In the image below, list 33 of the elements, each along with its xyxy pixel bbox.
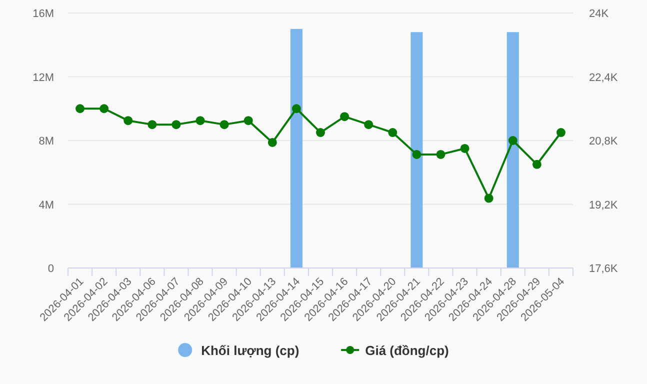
- y-tick-label: 4M: [38, 199, 54, 212]
- legend-label: Khối lượng (cp): [201, 343, 300, 358]
- point: [388, 128, 398, 138]
- point: [436, 150, 446, 159]
- point: [220, 120, 229, 130]
- point: [460, 144, 470, 153]
- point: [244, 116, 253, 126]
- y2-tick-label: 19,2K: [589, 199, 618, 212]
- point: [364, 120, 374, 130]
- y-tick-label: 0: [48, 263, 54, 275]
- point: [532, 160, 542, 169]
- point: [340, 112, 350, 122]
- point: [316, 128, 325, 138]
- legend-label: Giá (đồng/cp): [365, 343, 449, 358]
- y2-tick-label: 20,8K: [589, 136, 618, 148]
- y2-tick-label: 17,6K: [589, 263, 618, 275]
- point: [124, 116, 133, 126]
- point: [268, 138, 277, 147]
- y-tick-label: 8M: [38, 136, 54, 148]
- y-tick-label: 16M: [32, 8, 54, 20]
- point: [412, 150, 422, 159]
- point: [100, 104, 109, 114]
- point: [484, 194, 494, 203]
- point: [556, 128, 566, 138]
- point: [76, 104, 85, 114]
- point: [508, 136, 518, 145]
- point: [292, 104, 301, 114]
- point: [172, 120, 181, 130]
- point: [148, 120, 157, 130]
- y-tick-label: 12M: [32, 72, 54, 84]
- point: [196, 116, 205, 126]
- y2-tick-label: 22,4K: [589, 72, 618, 84]
- y2-tick-label: 24K: [589, 8, 610, 20]
